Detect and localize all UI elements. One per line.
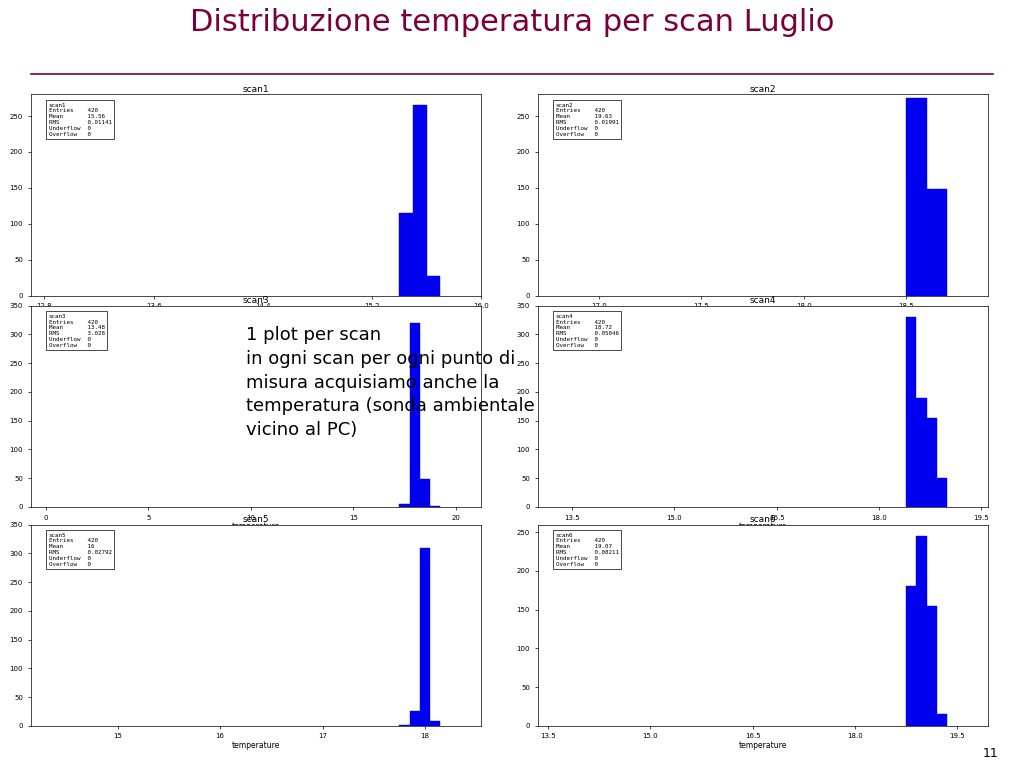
Bar [413, 105, 427, 296]
Bar [906, 587, 916, 726]
Bar [430, 506, 440, 507]
Bar [927, 606, 937, 726]
Bar [916, 536, 927, 726]
X-axis label: temperature: temperature [231, 741, 281, 750]
Text: 11: 11 [983, 747, 998, 760]
X-axis label: temperature: temperature [231, 311, 281, 319]
Text: scan5
Entries    420
Mean       16
RMS        0.02792
Underflow  0
Overflow   0: scan5 Entries 420 Mean 16 RMS 0.02792 Un… [49, 532, 112, 567]
Text: Distribuzione temperatura per scan Luglio: Distribuzione temperatura per scan Lugli… [189, 8, 835, 37]
Bar [927, 418, 937, 507]
Title: scan1: scan1 [243, 84, 269, 94]
Text: scan1
Entries    420
Mean       15.56
RMS        0.01141
Underflow  0
Overflow  : scan1 Entries 420 Mean 15.56 RMS 0.01141… [49, 102, 112, 137]
Bar [906, 98, 927, 296]
Title: scan6: scan6 [750, 515, 776, 524]
Bar [937, 714, 947, 726]
Bar [927, 190, 947, 296]
Text: scan3
Entries    420
Mean       13.48
RMS        3.028
Underflow  0
Overflow   0: scan3 Entries 420 Mean 13.48 RMS 3.028 U… [49, 313, 104, 348]
Bar [399, 504, 410, 507]
Bar [430, 721, 440, 726]
Bar [916, 398, 927, 507]
Text: scan4
Entries    420
Mean       18.72
RMS        0.05046
Underflow  0
Overflow  : scan4 Entries 420 Mean 18.72 RMS 0.05046… [556, 313, 618, 348]
Bar [410, 323, 420, 507]
Title: scan3: scan3 [243, 296, 269, 305]
Title: scan4: scan4 [750, 296, 776, 305]
Bar [410, 711, 420, 726]
Title: scan5: scan5 [243, 515, 269, 524]
Bar [906, 317, 916, 507]
Bar [420, 548, 430, 726]
Title: scan2: scan2 [750, 84, 776, 94]
Text: scan2
Entries    420
Mean       19.63
RMS        0.01991
Underflow  0
Overflow  : scan2 Entries 420 Mean 19.63 RMS 0.01991… [556, 102, 618, 137]
Bar [399, 213, 413, 296]
Text: 1 plot per scan
in ogni scan per ogni punto di
misura acquisiamo anche la
temper: 1 plot per scan in ogni scan per ogni pu… [246, 326, 535, 439]
X-axis label: temperature: temperature [738, 741, 787, 750]
Bar [427, 276, 440, 296]
Bar [399, 725, 410, 726]
Bar [420, 479, 430, 507]
X-axis label: temperature: temperature [738, 522, 787, 531]
Text: scan6
Entries    420
Mean       19.07
RMS        0.08211
Underflow  0
Overflow  : scan6 Entries 420 Mean 19.07 RMS 0.08211… [556, 532, 618, 567]
X-axis label: temperature: temperature [231, 522, 281, 531]
X-axis label: temperature: temperature [738, 311, 787, 319]
Bar [937, 478, 947, 507]
